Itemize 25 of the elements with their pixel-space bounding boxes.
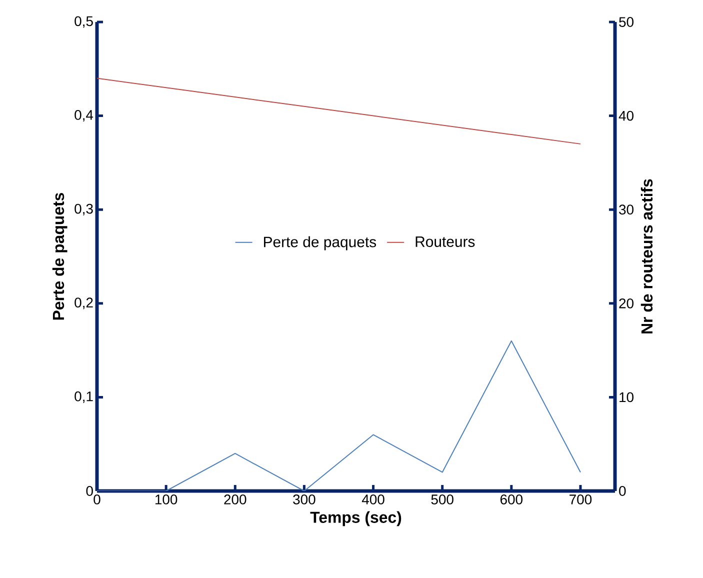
y-tick-label: 0,4 [74, 110, 94, 122]
y-tick-label: 0 [86, 486, 93, 496]
x-tick-label: 600 [500, 494, 522, 504]
legend-label: Perte de paquets [264, 236, 376, 250]
y2-tick-label: 40 [618, 110, 634, 121]
y-tick-label: 0,3 [74, 204, 93, 216]
x-tick-label: 500 [431, 494, 454, 504]
y2-tick-label: 50 [619, 17, 634, 27]
y2-axis-title: Nr de routeurs actifs [640, 179, 653, 334]
legend-label: Routeurs [416, 236, 475, 247]
x-tick-label: 300 [293, 494, 316, 504]
y-axis-title: Perte de paquets [52, 192, 68, 320]
y-tick-label: 0,1 [74, 391, 93, 403]
x-tick-label: 100 [155, 494, 178, 504]
y2-tick-label: 30 [619, 204, 634, 215]
x-axis-title: Temps (sec) [310, 511, 402, 526]
y2-tick-label: 0 [619, 486, 626, 496]
y-tick-label: 0,2 [74, 298, 93, 310]
x-tick-label: 400 [362, 494, 384, 504]
x-tick-label: 0 [94, 494, 100, 504]
y-tick-label: 0,5 [74, 16, 93, 28]
x-tick-label: 200 [224, 494, 246, 504]
y2-tick-label: 10 [620, 392, 634, 402]
x-tick-label: 700 [570, 494, 592, 504]
y2-tick-label: 20 [619, 298, 634, 308]
